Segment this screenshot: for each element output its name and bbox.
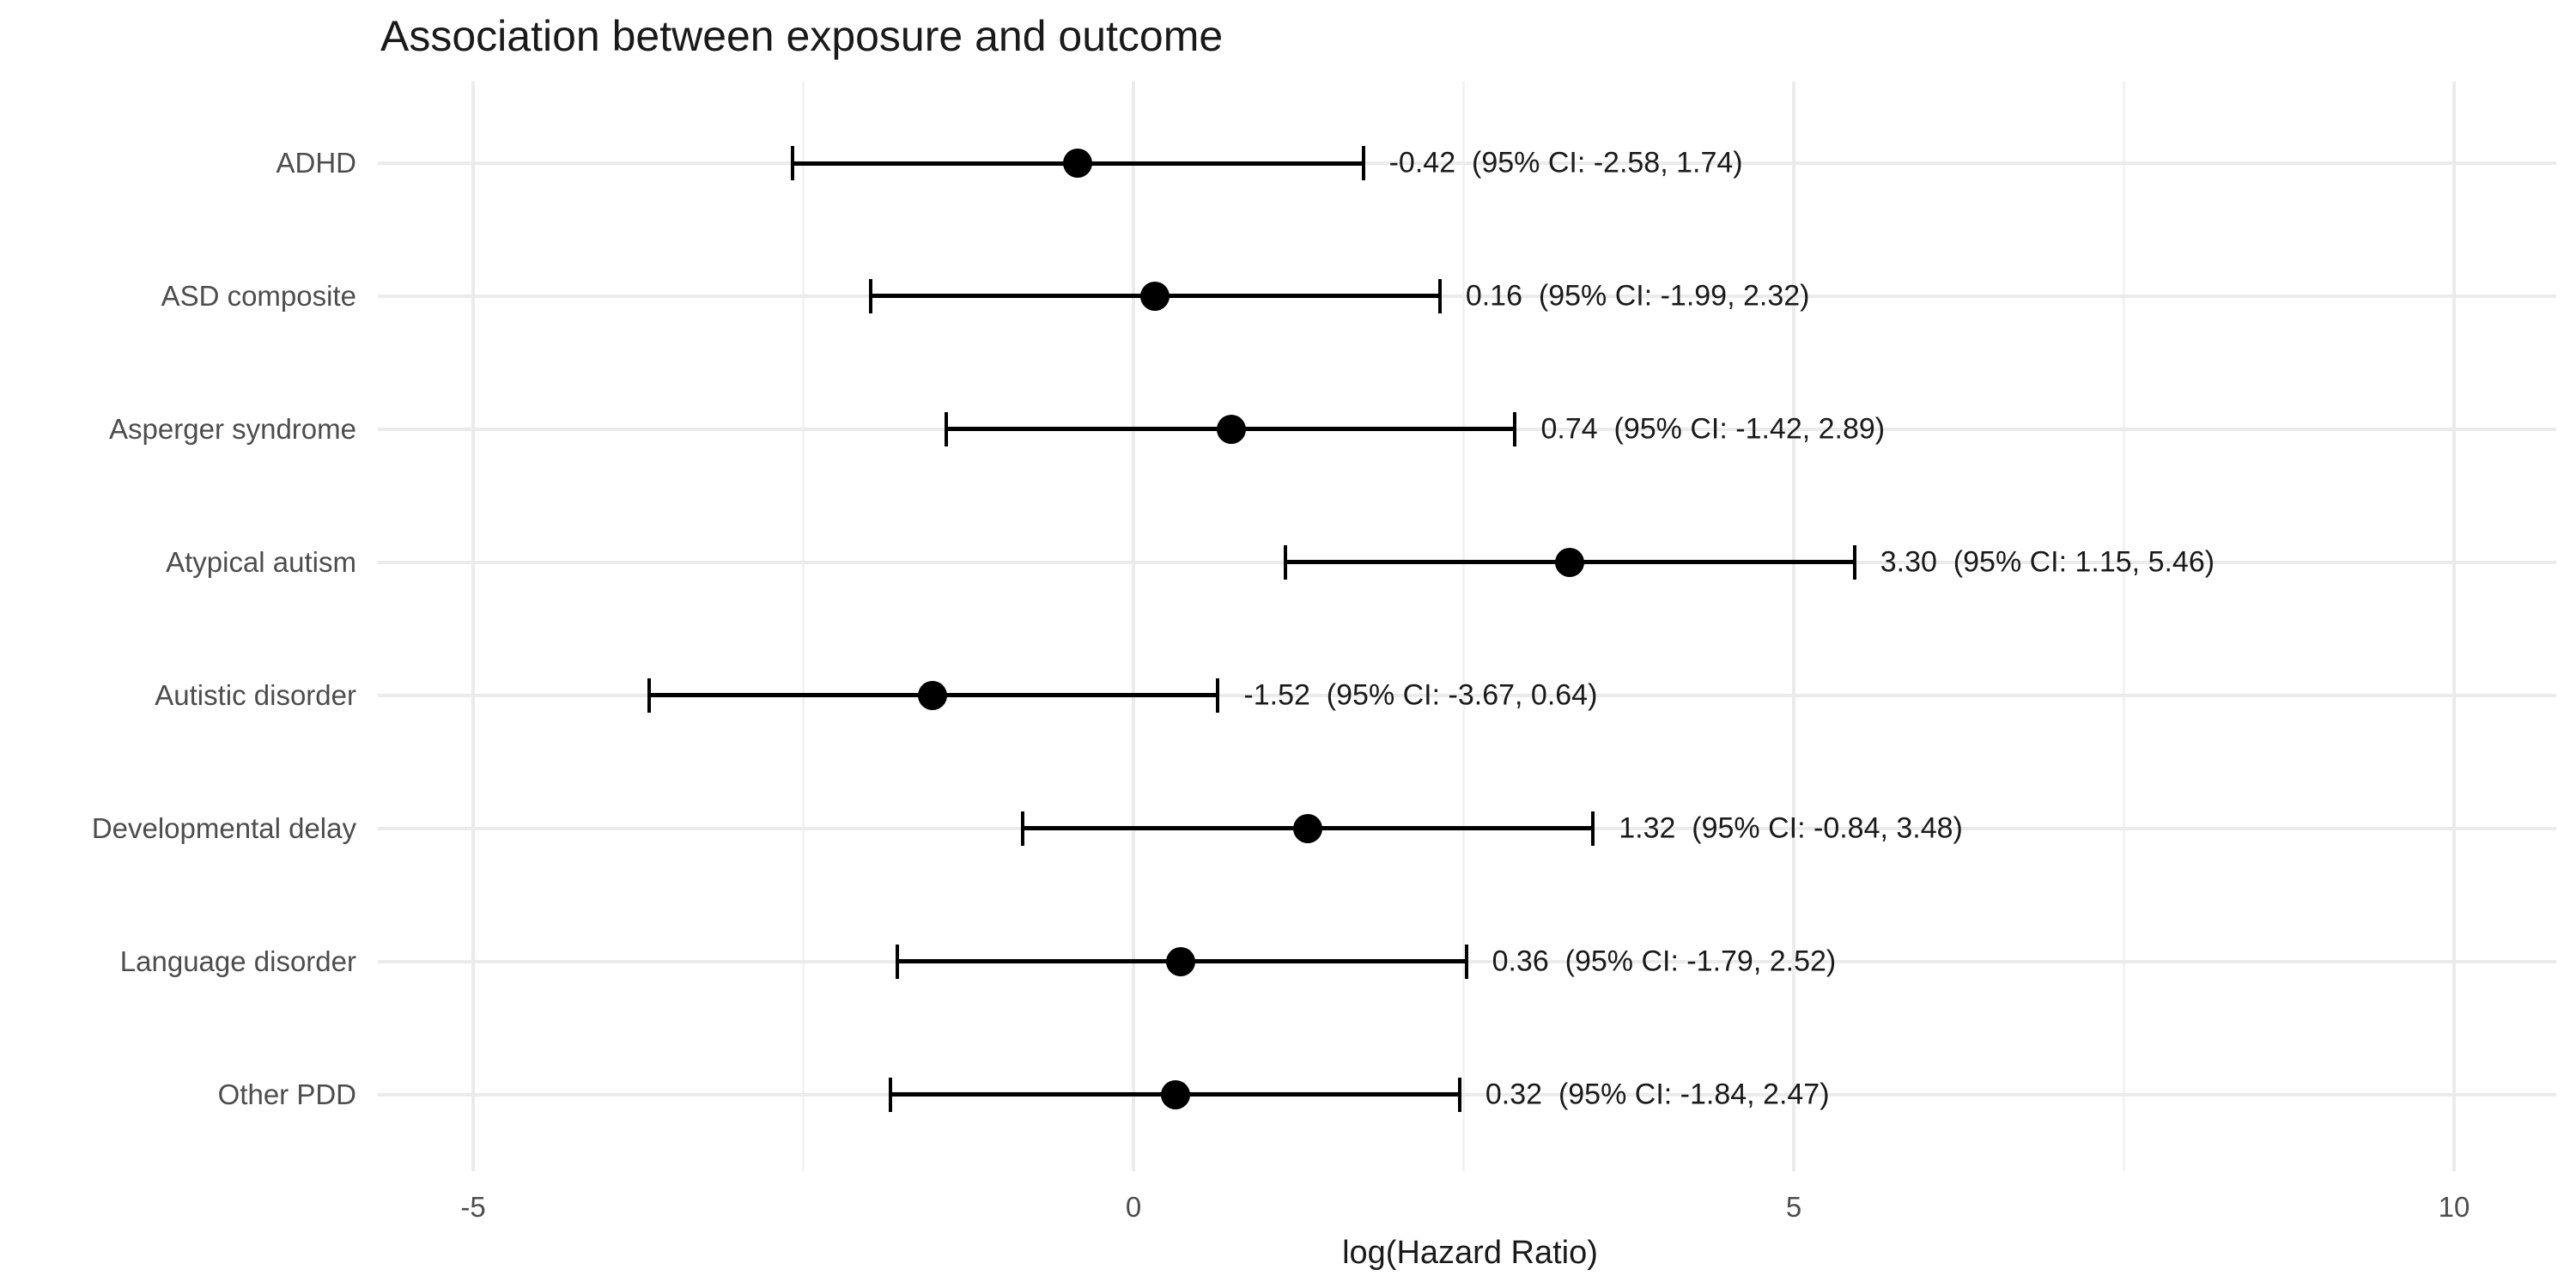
point-estimate-marker xyxy=(1139,281,1170,311)
estimate-annotation: -0.42 (95% CI: -2.58, 1.74) xyxy=(1388,146,1743,179)
ci-lower-cap xyxy=(944,411,948,447)
estimate-annotation: 0.74 (95% CI: -1.42, 2.89) xyxy=(1540,412,1886,446)
ci-upper-cap xyxy=(1852,544,1856,580)
major-gridline xyxy=(1792,82,1795,1171)
category-label: Autistic disorder xyxy=(155,678,356,711)
x-tick-label: -5 xyxy=(460,1191,486,1223)
minor-gridline xyxy=(802,82,805,1171)
row-gridline xyxy=(378,161,2556,165)
estimate-annotation: 0.16 (95% CI: -1.99, 2.32) xyxy=(1465,279,1810,313)
category-label: Language disorder xyxy=(119,945,356,977)
point-estimate-marker xyxy=(1166,946,1196,976)
estimate-annotation: 0.36 (95% CI: -1.79, 2.52) xyxy=(1492,945,1837,978)
category-label: Developmental delay xyxy=(91,811,356,844)
point-estimate-marker xyxy=(1216,414,1246,444)
ci-upper-cap xyxy=(1457,1077,1461,1112)
ci-upper-cap xyxy=(1216,677,1220,713)
ci-upper-cap xyxy=(1361,146,1365,180)
point-estimate-marker xyxy=(918,680,948,710)
ci-lower-cap xyxy=(1283,544,1287,580)
estimate-annotation: 3.30 (95% CI: 1.15, 5.46) xyxy=(1880,545,2215,579)
ci-upper-cap xyxy=(1437,278,1442,313)
major-gridline xyxy=(471,82,475,1171)
ci-lower-cap xyxy=(895,944,899,979)
category-label: Atypical autism xyxy=(166,545,356,578)
ci-upper-cap xyxy=(1513,411,1517,447)
ci-lower-cap xyxy=(889,1077,892,1112)
point-estimate-marker xyxy=(1161,1079,1191,1109)
row-gridline xyxy=(378,1092,2556,1097)
ci-lower-cap xyxy=(1020,811,1024,846)
point-estimate-marker xyxy=(1293,813,1323,843)
major-gridline xyxy=(2452,82,2456,1171)
row-gridline xyxy=(378,693,2556,697)
category-label: ASD composite xyxy=(161,279,356,312)
x-tick-label: 10 xyxy=(2438,1191,2470,1223)
category-label: Other PDD xyxy=(217,1078,356,1110)
ci-lower-cap xyxy=(791,146,795,180)
ci-upper-cap xyxy=(1464,944,1468,979)
estimate-annotation: 1.32 (95% CI: -0.84, 3.48) xyxy=(1619,811,1963,845)
x-tick-label: 5 xyxy=(1785,1191,1802,1223)
chart-title: Association between exposure and outcome xyxy=(380,12,1224,60)
point-estimate-marker xyxy=(1063,149,1093,178)
category-label: ADHD xyxy=(276,147,356,179)
row-gridline xyxy=(378,294,2556,298)
estimate-annotation: -1.52 (95% CI: -3.67, 0.64) xyxy=(1243,678,1598,712)
minor-gridline xyxy=(1462,82,1465,1171)
major-gridline xyxy=(1132,82,1135,1171)
minor-gridline xyxy=(2123,82,2125,1171)
category-label: Asperger syndrome xyxy=(109,412,356,445)
ci-upper-cap xyxy=(1591,811,1595,846)
x-axis-title: log(Hazard Ratio) xyxy=(1342,1235,1598,1271)
estimate-annotation: 0.32 (95% CI: -1.84, 2.47) xyxy=(1485,1078,1830,1111)
x-tick-label: 0 xyxy=(1125,1191,1142,1223)
point-estimate-marker xyxy=(1554,547,1584,577)
ci-lower-cap xyxy=(647,677,651,713)
ci-lower-cap xyxy=(868,278,872,313)
